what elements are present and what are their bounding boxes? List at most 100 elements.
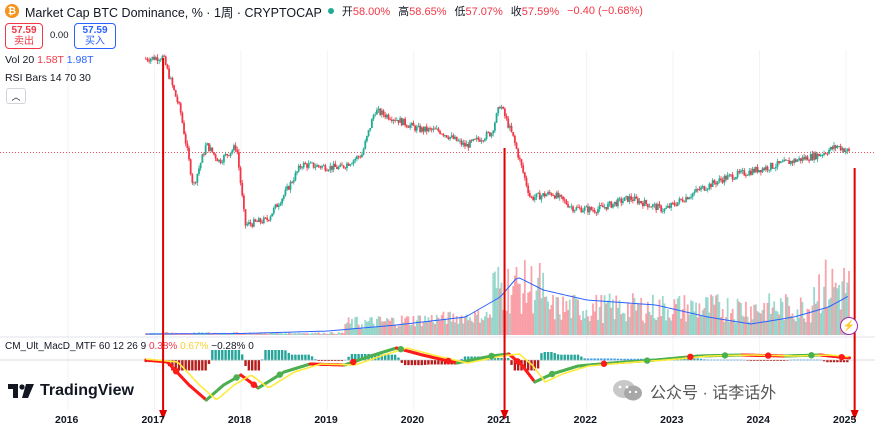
macd-histogram-bar [786,360,789,361]
candle [262,217,265,224]
sell-button[interactable]: 57.59 卖出 [5,23,43,49]
volume-bar [485,311,488,335]
candle [247,222,250,225]
candle [710,183,712,188]
macd-histogram-bar [580,356,583,361]
volume-bar [420,325,423,335]
lightning-icon[interactable]: ⚡ [840,317,858,335]
candle [299,165,302,168]
rsi-legend[interactable]: RSI Bars 14 70 30 [5,72,91,84]
volume-bar [482,320,485,335]
candle [176,96,179,103]
macd-histogram-bar [513,360,517,371]
buy-button[interactable]: 57.59 买入 [74,23,116,49]
candle [824,153,827,154]
volume-bar [341,332,343,335]
candle [394,119,397,121]
candle [400,118,403,126]
candle [261,222,264,224]
candle [725,176,727,180]
macd-cross-dot [488,352,495,360]
candle [673,203,676,206]
volume-bar [819,313,822,335]
volume-bar [740,303,742,335]
candle [156,57,159,61]
macd-histogram-bar [177,360,181,371]
candle [518,157,521,160]
macd-histogram-bar [779,360,783,361]
volume-bar [505,310,508,335]
volume-bar [838,284,840,335]
volume-bar [806,308,809,335]
candle [302,162,305,168]
candle [173,85,175,90]
volume-bar [655,320,658,335]
volume-bar [304,333,307,335]
volume-legend[interactable]: Vol 20 1.58T 1.98T [5,54,94,66]
volume-bar [583,318,586,335]
candle [188,148,190,160]
candle [743,170,746,176]
volume-bar [750,306,752,335]
volume-bar [565,301,568,335]
candle [809,154,812,161]
candle [450,135,453,137]
macd-histogram-bar [683,358,686,361]
candle [174,89,177,97]
candle [560,194,563,197]
volume-bar [670,320,673,335]
volume-bar [224,333,227,335]
candle [746,174,749,176]
volume-bar [555,296,558,335]
candle [838,146,840,147]
candle [562,196,564,200]
volume-bar [648,311,651,335]
candle [648,206,651,208]
candle [638,201,641,204]
macd-legend[interactable]: CM_Ult_MacD_MTF 60 12 26 9 0.38% 0.67% −… [5,341,254,352]
volume-bar [380,321,383,335]
volume-bar [354,317,357,335]
candle [695,189,697,192]
volume-bar [754,304,757,335]
volume-bar [219,333,222,335]
candle [414,125,417,131]
candle [680,198,682,200]
volume-bar [442,311,445,335]
candle [804,156,807,160]
collapse-legend-button[interactable]: ︿ [6,88,26,104]
tradingview-logo[interactable]: TradingView [8,382,134,400]
candle [550,193,553,196]
candle [494,122,496,131]
candle [204,145,207,155]
candle [769,162,772,170]
macd-histogram-bar [769,360,773,361]
candle [161,55,164,60]
volume-bar [223,333,225,335]
candle [334,163,337,167]
candle [384,114,387,118]
candle [711,180,714,188]
candle [508,125,511,128]
candle [600,205,603,206]
volume-bar [622,312,624,335]
symbol-title[interactable]: Market Cap BTC Dominance, % · 1周 · CRYPT… [25,5,322,20]
ohlc-open: 开58.00% [341,6,391,18]
volume-bar [843,267,845,335]
macd-histogram-bar [250,360,254,371]
volume-bar [390,317,393,335]
candle [700,187,702,190]
candle [557,192,559,198]
candle [618,198,621,200]
candle [208,143,210,151]
candle [389,119,392,120]
candle [489,132,491,137]
volume-bar [241,333,244,335]
macd-histogram-bar [467,356,470,361]
candle [359,156,362,158]
x-tick-label: 2018 [227,414,252,426]
ohlc-low: 低57.07% [454,6,503,18]
candle [543,193,546,197]
candle [266,217,269,221]
